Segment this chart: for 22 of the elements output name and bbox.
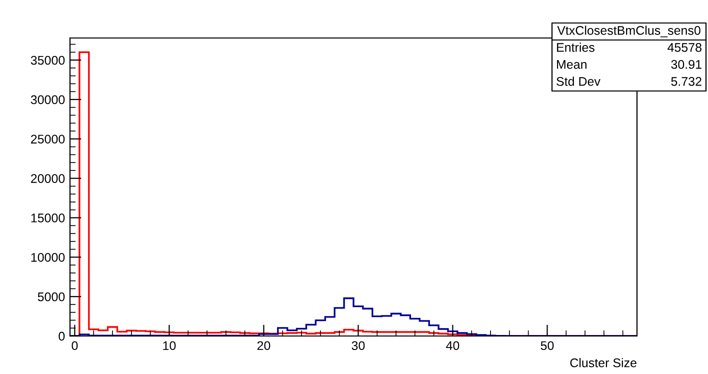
text: 30.91 [671, 60, 702, 69]
annotation: Std Dev [556, 76, 600, 86]
y-tick-label: 30000 [30, 95, 65, 104]
y-tick-label: 15000 [31, 214, 65, 222]
x-tick-label: 40 [446, 341, 460, 350]
text: VtxClosestBmClus_sens0 [557, 26, 700, 38]
annotation: Mean [557, 60, 586, 69]
text: 45578 [668, 43, 702, 52]
x-tick-label: 20 [257, 341, 270, 350]
x-tick-label: 0 [72, 341, 78, 350]
text: 5.732 [671, 77, 702, 86]
x-tick-label: 10 [163, 341, 176, 350]
x-axis-title: Cluster Size [570, 358, 636, 368]
y-tick-label: 25000 [31, 134, 65, 144]
x-tick-label: 50 [540, 341, 554, 350]
y-tick-label: 10000 [31, 252, 65, 262]
y-tick-label: 0 [58, 332, 65, 341]
y-tick-label: 35000 [30, 56, 65, 65]
annotation: Entries [557, 42, 594, 52]
x-tick-label: 30 [352, 341, 365, 350]
y-tick-label: 5000 [38, 292, 65, 302]
y-tick-label: 20000 [31, 174, 65, 183]
